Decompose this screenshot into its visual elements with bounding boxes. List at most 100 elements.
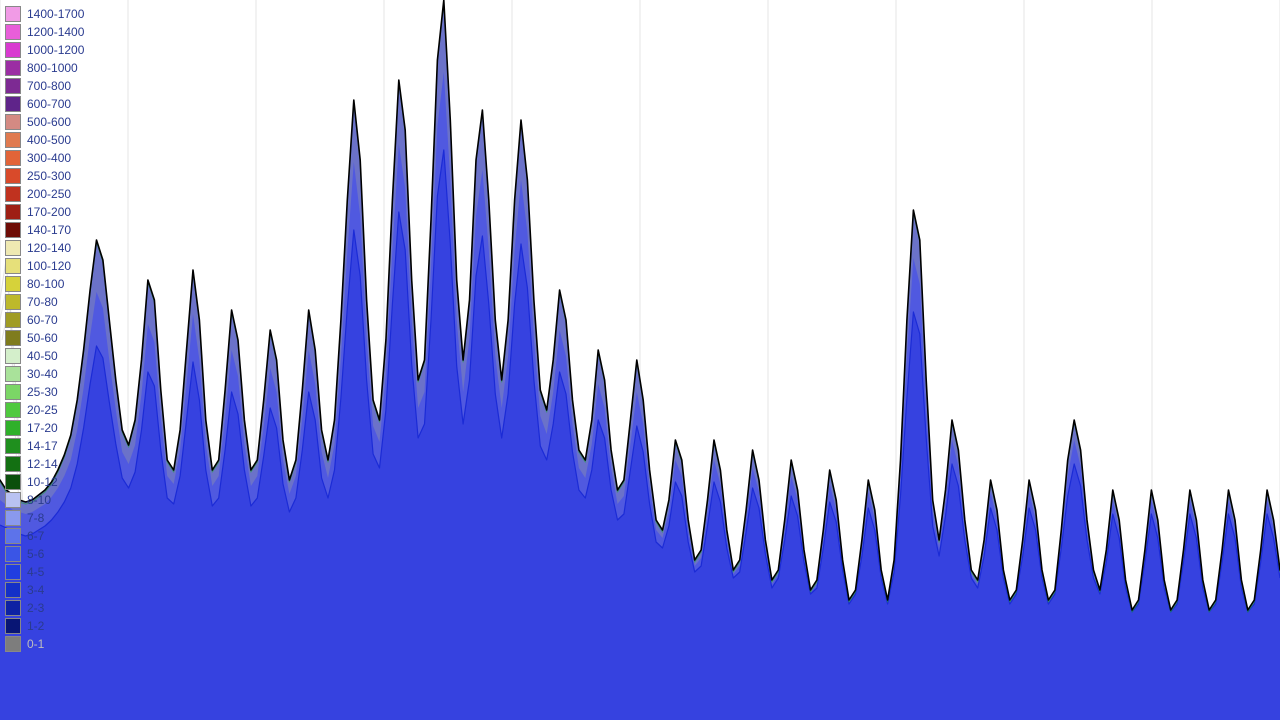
- legend-swatch: [5, 204, 21, 220]
- legend-label: 700-800: [27, 77, 71, 95]
- legend-swatch: [5, 528, 21, 544]
- legend-swatch: [5, 150, 21, 166]
- legend-label: 800-1000: [27, 59, 78, 77]
- legend-item[interactable]: 1000-1200: [5, 41, 84, 59]
- legend-label: 1200-1400: [27, 23, 84, 41]
- legend-item[interactable]: 800-1000: [5, 59, 84, 77]
- legend-label: 8-10: [27, 491, 51, 509]
- legend-item[interactable]: 7-8: [5, 509, 84, 527]
- legend-swatch: [5, 438, 21, 454]
- legend-swatch: [5, 366, 21, 382]
- legend-label: 6-7: [27, 527, 44, 545]
- legend-item[interactable]: 1-2: [5, 617, 84, 635]
- legend-swatch: [5, 186, 21, 202]
- legend-swatch: [5, 420, 21, 436]
- legend-label: 500-600: [27, 113, 71, 131]
- legend-label: 12-14: [27, 455, 58, 473]
- legend-item[interactable]: 100-120: [5, 257, 84, 275]
- legend-swatch: [5, 582, 21, 598]
- legend-label: 60-70: [27, 311, 58, 329]
- legend-swatch: [5, 42, 21, 58]
- legend-item[interactable]: 12-14: [5, 455, 84, 473]
- legend-label: 200-250: [27, 185, 71, 203]
- legend-item[interactable]: 14-17: [5, 437, 84, 455]
- chart-svg: [0, 0, 1280, 720]
- legend-label: 5-6: [27, 545, 44, 563]
- legend-item[interactable]: 60-70: [5, 311, 84, 329]
- legend-item[interactable]: 8-10: [5, 491, 84, 509]
- legend-label: 170-200: [27, 203, 71, 221]
- legend-item[interactable]: 700-800: [5, 77, 84, 95]
- legend-item[interactable]: 120-140: [5, 239, 84, 257]
- legend-label: 4-5: [27, 563, 44, 581]
- legend-label: 400-500: [27, 131, 71, 149]
- legend-item[interactable]: 0-1: [5, 635, 84, 653]
- legend-label: 600-700: [27, 95, 71, 113]
- legend-item[interactable]: 4-5: [5, 563, 84, 581]
- legend-label: 2-3: [27, 599, 44, 617]
- legend-swatch: [5, 384, 21, 400]
- legend-item[interactable]: 30-40: [5, 365, 84, 383]
- legend-swatch: [5, 258, 21, 274]
- legend-swatch: [5, 456, 21, 472]
- legend-item[interactable]: 17-20: [5, 419, 84, 437]
- legend-label: 25-30: [27, 383, 58, 401]
- legend-label: 7-8: [27, 509, 44, 527]
- legend-swatch: [5, 78, 21, 94]
- legend-swatch: [5, 330, 21, 346]
- legend-label: 1400-1700: [27, 5, 84, 23]
- legend-swatch: [5, 312, 21, 328]
- legend-label: 17-20: [27, 419, 58, 437]
- legend-item[interactable]: 500-600: [5, 113, 84, 131]
- legend-item[interactable]: 5-6: [5, 545, 84, 563]
- legend-item[interactable]: 40-50: [5, 347, 84, 365]
- legend-item[interactable]: 6-7: [5, 527, 84, 545]
- legend-item[interactable]: 3-4: [5, 581, 84, 599]
- legend-swatch: [5, 546, 21, 562]
- legend-item[interactable]: 20-25: [5, 401, 84, 419]
- legend-swatch: [5, 348, 21, 364]
- legend-item[interactable]: 200-250: [5, 185, 84, 203]
- legend-label: 0-1: [27, 635, 44, 653]
- legend-label: 40-50: [27, 347, 58, 365]
- legend-swatch: [5, 222, 21, 238]
- legend-swatch: [5, 492, 21, 508]
- legend-swatch: [5, 294, 21, 310]
- legend-label: 100-120: [27, 257, 71, 275]
- legend-label: 10-12: [27, 473, 58, 491]
- legend-swatch: [5, 402, 21, 418]
- legend-swatch: [5, 600, 21, 616]
- legend-item[interactable]: 50-60: [5, 329, 84, 347]
- legend-label: 1-2: [27, 617, 44, 635]
- legend-swatch: [5, 96, 21, 112]
- legend-swatch: [5, 132, 21, 148]
- legend-item[interactable]: 10-12: [5, 473, 84, 491]
- legend-swatch: [5, 24, 21, 40]
- legend-swatch: [5, 564, 21, 580]
- legend-item[interactable]: 170-200: [5, 203, 84, 221]
- legend-label: 1000-1200: [27, 41, 84, 59]
- legend-item[interactable]: 70-80: [5, 293, 84, 311]
- chart-container: 1400-17001200-14001000-1200800-1000700-8…: [0, 0, 1280, 720]
- legend-swatch: [5, 510, 21, 526]
- legend-swatch: [5, 240, 21, 256]
- legend-item[interactable]: 400-500: [5, 131, 84, 149]
- legend-swatch: [5, 114, 21, 130]
- legend-label: 300-400: [27, 149, 71, 167]
- legend-swatch: [5, 276, 21, 292]
- legend-item[interactable]: 80-100: [5, 275, 84, 293]
- legend-label: 120-140: [27, 239, 71, 257]
- legend-label: 70-80: [27, 293, 58, 311]
- legend-item[interactable]: 250-300: [5, 167, 84, 185]
- legend-item[interactable]: 140-170: [5, 221, 84, 239]
- legend-item[interactable]: 1400-1700: [5, 5, 84, 23]
- legend-item[interactable]: 300-400: [5, 149, 84, 167]
- legend-swatch: [5, 60, 21, 76]
- legend-item[interactable]: 25-30: [5, 383, 84, 401]
- legend-label: 20-25: [27, 401, 58, 419]
- legend-label: 140-170: [27, 221, 71, 239]
- legend-item[interactable]: 2-3: [5, 599, 84, 617]
- legend-item[interactable]: 600-700: [5, 95, 84, 113]
- legend-swatch: [5, 636, 21, 652]
- legend-item[interactable]: 1200-1400: [5, 23, 84, 41]
